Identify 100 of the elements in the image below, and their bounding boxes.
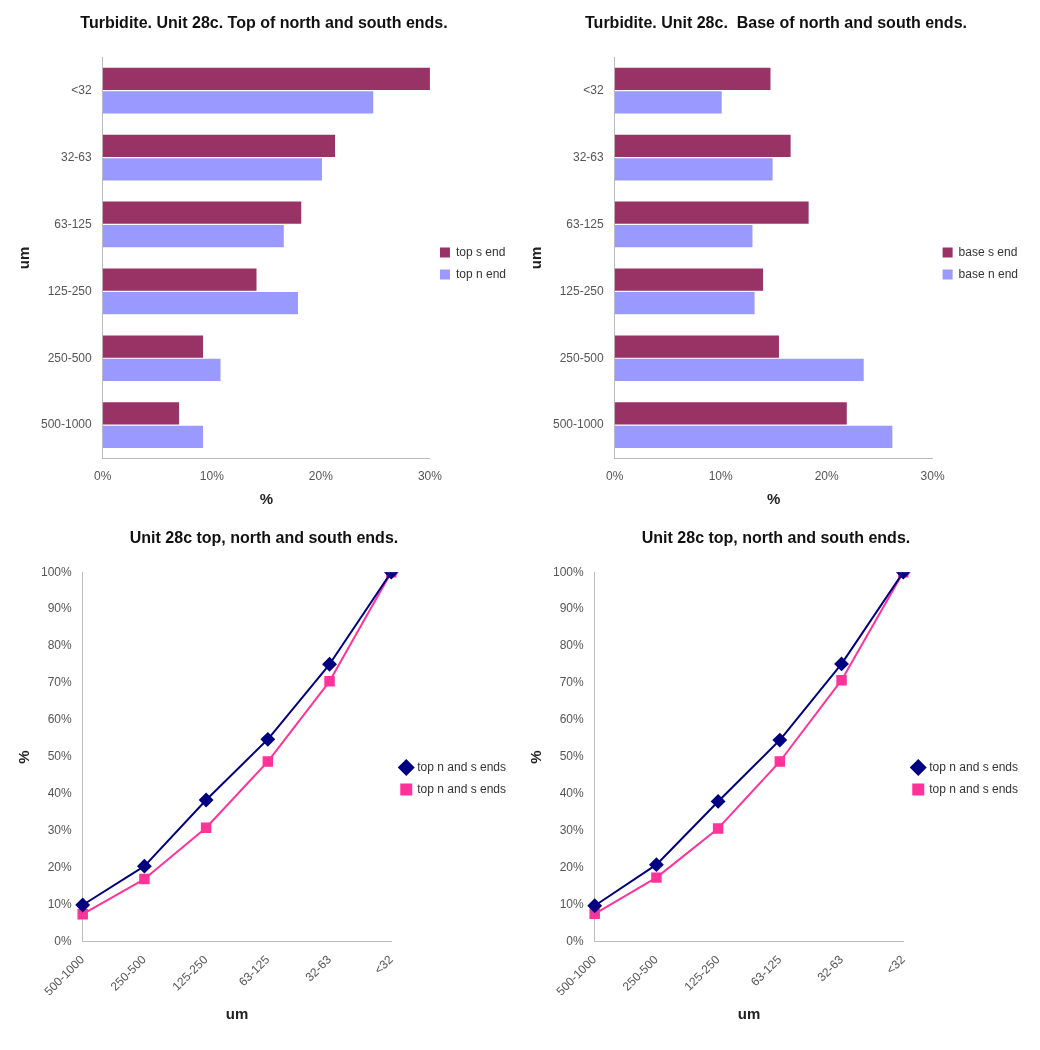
point	[137, 859, 152, 874]
legend-label: base n end	[958, 266, 1019, 281]
legend-label: top n and s ends	[417, 781, 506, 796]
bar	[102, 335, 204, 358]
x-axis-title: um	[737, 1005, 761, 1023]
y-tick-label: 250-500	[47, 350, 93, 365]
y-tick-label: 70%	[559, 675, 585, 690]
x-tick-label: 20%	[814, 469, 839, 484]
bar	[102, 91, 374, 114]
bar	[614, 201, 809, 224]
y-tick-label: 40%	[47, 786, 73, 801]
point	[260, 732, 275, 747]
point	[836, 674, 847, 686]
y-tick-label: 90%	[47, 601, 73, 616]
point	[712, 823, 724, 834]
point	[77, 908, 88, 920]
y-tick-label: 10%	[47, 897, 73, 912]
legend-label: top n end	[455, 266, 506, 281]
bar	[102, 425, 204, 448]
bar	[614, 67, 771, 91]
legend-label: top n and s ends	[929, 759, 1018, 774]
x-tick-label: <32	[883, 952, 908, 977]
legend-label: top n and s ends	[929, 781, 1018, 796]
y-tick-label: 500-1000	[40, 417, 93, 432]
bar	[614, 91, 722, 114]
bar	[102, 134, 336, 157]
point	[324, 676, 335, 687]
y-tick-label: 80%	[559, 638, 585, 653]
point	[322, 657, 337, 672]
y-tick-label: 125-250	[47, 283, 93, 298]
y-tick-label: 30%	[559, 823, 585, 838]
y-tick-label: 40%	[559, 786, 585, 801]
x-tick-label: <32	[371, 952, 396, 977]
y-tick-label: <32	[71, 82, 93, 97]
y-tick-label: 500-1000	[552, 417, 605, 432]
chart-title: Unit 28c top, north and south ends.	[641, 529, 911, 547]
x-tick-label: 30%	[920, 469, 945, 484]
bar	[614, 425, 893, 448]
bar	[102, 402, 180, 425]
x-tick-label: 10%	[199, 469, 225, 484]
point	[199, 792, 214, 807]
legend-label: top n and s ends	[417, 759, 506, 774]
legend-label: top s end	[455, 244, 506, 259]
y-tick-label: 125-250	[559, 283, 605, 298]
bar	[614, 358, 864, 382]
bar	[102, 67, 430, 91]
y-tick-label: 30%	[47, 823, 73, 838]
point	[587, 898, 602, 913]
y-tick-label: 63-125	[54, 216, 93, 231]
y-tick-label: 60%	[47, 712, 73, 727]
point	[139, 873, 150, 885]
bar	[102, 158, 322, 181]
bar	[614, 225, 753, 248]
y-tick-label: 32-63	[573, 149, 605, 164]
point	[711, 794, 726, 809]
y-tick-label: 0%	[54, 934, 73, 949]
point	[834, 656, 849, 671]
point	[774, 756, 786, 767]
y-axis-title: um	[15, 246, 33, 270]
bar	[102, 291, 298, 315]
x-tick-label: 10%	[708, 469, 734, 484]
point	[75, 897, 90, 912]
x-tick-label: 0%	[94, 469, 112, 484]
y-tick-label: 20%	[559, 860, 585, 875]
chart-title: Turbidite. Unit 28c. Base of north and south ends.	[585, 14, 967, 32]
point	[200, 822, 212, 833]
legend-label: base s end	[958, 244, 1018, 259]
point	[649, 857, 664, 872]
chart-title: Turbidite. Unit 28c. Top of north and south ends.	[80, 14, 448, 32]
y-tick-label: 20%	[47, 860, 73, 875]
y-axis-title: um	[527, 246, 545, 270]
bar	[102, 201, 302, 224]
point	[651, 872, 662, 883]
bar	[614, 134, 791, 157]
y-tick-label: 100%	[552, 564, 585, 579]
y-tick-label: 50%	[47, 749, 73, 764]
y-tick-label: 10%	[559, 897, 585, 912]
y-axis-title: %	[527, 750, 545, 764]
point	[772, 733, 787, 748]
x-axis-title: %	[766, 490, 781, 508]
y-tick-label: 100%	[40, 564, 73, 579]
y-tick-label: 32-63	[61, 149, 93, 164]
point	[262, 756, 274, 767]
y-tick-label: 50%	[559, 749, 585, 764]
x-tick-label: 30%	[417, 469, 443, 484]
y-tick-label: <32	[583, 82, 605, 97]
y-tick-label: 70%	[47, 675, 73, 690]
y-tick-label: 250-500	[559, 350, 605, 365]
x-tick-label: 0%	[606, 469, 624, 484]
bar	[614, 291, 755, 315]
y-tick-label: 90%	[559, 601, 585, 616]
y-tick-label: 80%	[47, 638, 73, 653]
y-tick-label: 63-125	[566, 216, 605, 231]
x-axis-title: %	[259, 490, 274, 508]
y-tick-label: 60%	[559, 712, 585, 727]
bar	[102, 268, 257, 291]
bar	[614, 158, 773, 181]
bar	[102, 225, 284, 248]
y-axis-title: %	[15, 750, 33, 764]
y-tick-label: 0%	[566, 934, 585, 949]
